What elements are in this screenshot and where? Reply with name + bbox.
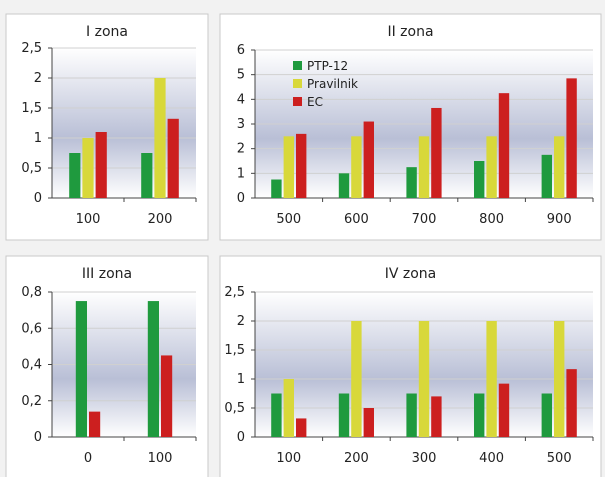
bar-pravilnik (154, 78, 166, 198)
legend-swatch-ptp-12 (293, 61, 302, 70)
legend-label: EC (307, 95, 323, 109)
y-tick-label: 0,5 (224, 401, 245, 416)
bar-ptp-12 (147, 301, 159, 437)
legend: PTP-12 Pravilnik EC (293, 59, 358, 109)
bar-ptp-12 (474, 161, 485, 198)
y-tick-label: 0,4 (21, 358, 42, 373)
chart-title: II zona (387, 24, 433, 40)
bar-pravilnik (283, 136, 294, 198)
bar-ptp-12 (338, 173, 350, 198)
x-tick-label: 200 (148, 212, 173, 227)
bar-pravilnik (486, 321, 497, 437)
bar-ec (363, 408, 374, 437)
y-tick-label: 1 (34, 131, 42, 146)
bar-ec (431, 396, 442, 437)
bar-pravilnik (418, 136, 430, 198)
y-tick-label: 1,5 (224, 343, 245, 358)
chart-title: III zona (82, 266, 132, 282)
y-tick-label: 0,6 (21, 321, 42, 336)
y-tick-label: 0,2 (21, 394, 42, 409)
bar-ec (566, 78, 577, 198)
bar-ptp-12 (75, 301, 87, 437)
legend-swatch-pravilnik (293, 79, 302, 88)
bar-ec (363, 121, 374, 198)
bar-ptp-12 (69, 153, 81, 198)
y-tick-label: 4 (237, 92, 245, 107)
y-tick-label: 1 (237, 166, 245, 181)
y-tick-label: 0,8 (21, 285, 42, 300)
bar-ptp-12 (474, 393, 485, 437)
bar-ec (89, 411, 101, 437)
y-tick-label: 2 (237, 142, 245, 157)
bar-pravilnik (351, 136, 362, 198)
bar-ec (431, 107, 442, 198)
y-tick-label: 2 (34, 71, 42, 86)
bar-ec (161, 355, 173, 437)
y-tick-label: 1 (237, 372, 245, 387)
bar-ptp-12 (541, 393, 553, 437)
y-tick-label: 5 (237, 68, 245, 83)
bar-pravilnik (418, 321, 430, 437)
y-tick-label: 6 (237, 43, 245, 58)
bar-ptp-12 (541, 154, 553, 198)
bar-ec (95, 132, 107, 198)
x-tick-label: 0 (84, 451, 92, 466)
y-tick-label: 0,5 (21, 161, 42, 176)
bar-ptp-12 (338, 393, 350, 437)
x-tick-label: 800 (479, 212, 504, 227)
bar-ptp-12 (141, 153, 153, 198)
bar-ptp-12 (406, 167, 417, 198)
chart-panel-2: II zona 0 1 2 3 4 5 6 500 600 700 800 900 PTP-12 Pravi… (219, 13, 602, 241)
y-tick-label: 0 (237, 430, 245, 445)
bar-ec (566, 369, 577, 437)
y-tick-label: 0 (237, 191, 245, 206)
x-tick-label: 100 (148, 451, 173, 466)
y-tick-label: 2,5 (21, 41, 42, 56)
chart-panel-4: IV zona 0 0,5 1 1,5 2 2,5 100 200 300 400 500 (219, 255, 602, 477)
x-tick-label: 200 (344, 451, 369, 466)
legend-swatch-ec (293, 97, 302, 106)
y-tick-label: 0 (34, 191, 42, 206)
bar-pravilnik (486, 136, 497, 198)
chart-panel-1: I zona 0 0,5 1 1,5 2 2,5 100 200 (5, 13, 209, 241)
legend-label: PTP-12 (307, 59, 348, 73)
bar-pravilnik (554, 321, 565, 437)
x-tick-label: 100 (276, 451, 301, 466)
x-tick-label: 400 (479, 451, 504, 466)
x-tick-label: 500 (547, 451, 572, 466)
y-tick-label: 1,5 (21, 101, 42, 116)
y-tick-label: 2,5 (224, 285, 245, 300)
x-tick-label: 500 (276, 212, 301, 227)
y-tick-label: 3 (237, 117, 245, 132)
x-tick-label: 600 (344, 212, 369, 227)
legend-label: Pravilnik (307, 77, 358, 91)
bar-pravilnik (82, 138, 94, 198)
chart-title: IV zona (385, 266, 437, 282)
y-tick-label: 2 (237, 314, 245, 329)
chart-title: I zona (86, 24, 128, 40)
bar-ec (498, 93, 510, 198)
bar-pravilnik (351, 321, 362, 437)
bar-ptp-12 (406, 393, 417, 437)
x-tick-label: 300 (412, 451, 437, 466)
bar-pravilnik (554, 136, 565, 198)
bar-ec (295, 133, 307, 198)
y-tick-label: 0 (34, 430, 42, 445)
bar-pravilnik (283, 379, 294, 437)
x-tick-label: 900 (547, 212, 572, 227)
bar-ec (167, 118, 179, 198)
bar-ec (498, 383, 510, 437)
bar-ptp-12 (271, 393, 282, 437)
bar-ptp-12 (271, 179, 282, 198)
x-tick-label: 100 (76, 212, 101, 227)
chart-panel-3: III zona 0 0,2 0,4 0,6 0,8 0 100 (5, 255, 209, 477)
bar-ec (295, 418, 307, 437)
x-tick-label: 700 (412, 212, 437, 227)
